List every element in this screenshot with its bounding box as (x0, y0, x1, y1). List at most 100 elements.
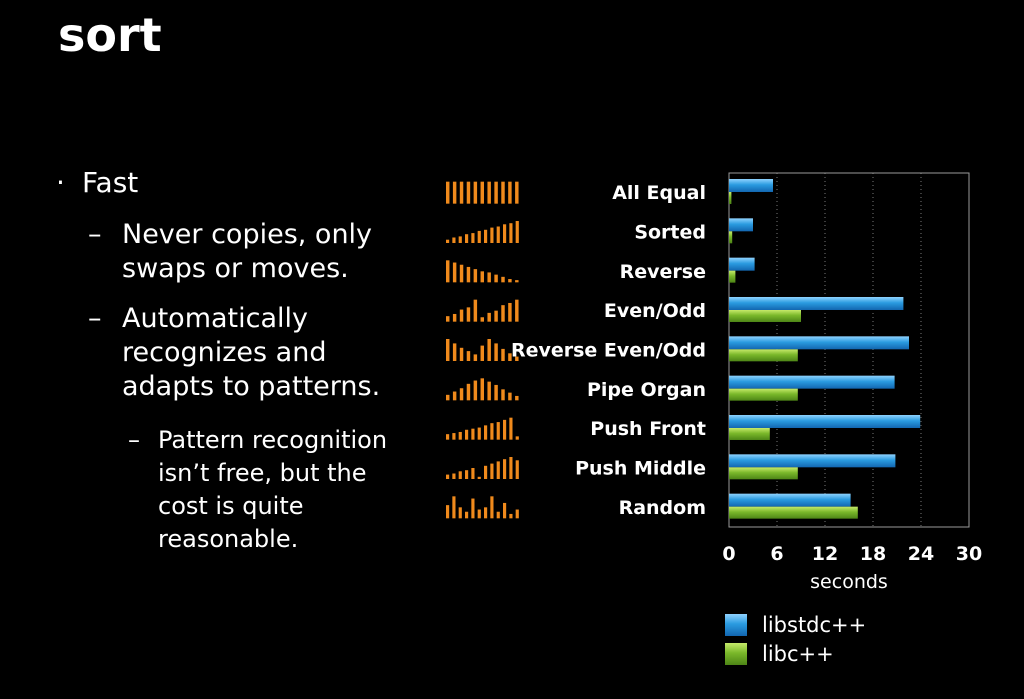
x-tick-label: 18 (860, 543, 886, 565)
pattern-icon-bar (487, 272, 491, 283)
pattern-icon-bar (452, 237, 456, 243)
bar-libcxx (729, 349, 798, 362)
category-label: All Equal (612, 182, 706, 204)
category-label: Sorted (634, 222, 706, 244)
pattern-icon-bar (501, 389, 505, 401)
pattern-icon-bar (508, 353, 512, 361)
category-label: Push Middle (575, 458, 706, 480)
pattern-icon-bar (515, 509, 519, 519)
pattern-icon-bar (515, 436, 519, 440)
category-label: Random (619, 497, 706, 519)
pattern-icon-bar (466, 307, 471, 322)
pattern-icon-bar (446, 474, 450, 479)
pattern-icon-bar (509, 457, 513, 479)
pattern-icon-bar (508, 181, 512, 204)
pattern-icon-bar (458, 471, 462, 479)
pattern-icon-bar (459, 347, 464, 361)
pattern-icon-bar (515, 460, 519, 479)
pattern-icon-bar (515, 299, 519, 322)
category-label: Pipe Organ (587, 379, 706, 401)
category-label: Reverse Even/Odd (511, 340, 706, 362)
legend-label-libstdcxx: libstdc++ (762, 613, 866, 637)
dash-marker: – (128, 426, 140, 454)
pattern-icon-bar (508, 279, 512, 283)
bar-libstdcxx (729, 257, 755, 271)
bar-libstdcxx (729, 297, 904, 310)
bullet-marker: · (56, 166, 65, 199)
pattern-icon-bar (501, 181, 505, 204)
pattern-icon-bar (503, 459, 507, 479)
legend-swatch-libcxx (725, 643, 747, 665)
pattern-icon-bar (490, 463, 494, 479)
pattern-icon-bar (509, 417, 513, 440)
sub-bullet-text: Automatically recognizes and adapts to p… (122, 303, 381, 402)
pattern-icon-bar (473, 269, 478, 283)
x-tick-label: 12 (812, 543, 838, 565)
pattern-icon-bar (458, 431, 462, 440)
x-tick-label: 24 (908, 543, 934, 565)
pattern-icon-bar (501, 305, 505, 322)
pattern-icon-bar (466, 383, 471, 401)
pattern-icon-bar (452, 473, 456, 479)
bullet-text: Fast (82, 166, 139, 199)
slide-title: sort (58, 8, 162, 62)
pattern-icon-bar (466, 351, 471, 361)
pattern-icon-bar (471, 428, 475, 440)
bar-libstdcxx (729, 493, 851, 507)
pattern-icon-bar (480, 345, 484, 361)
x-tick-label: 0 (722, 543, 735, 565)
pattern-icon-bar (490, 423, 494, 440)
pattern-icon-bar (458, 507, 462, 519)
pattern-icon-bar (496, 422, 500, 440)
bar-libstdcxx (729, 336, 909, 350)
bar-libstdcxx (729, 454, 896, 468)
pattern-icon-bar (484, 507, 488, 519)
bar-libcxx (729, 270, 736, 283)
pattern-icon-bar (446, 316, 450, 322)
pattern-icon-bar (515, 280, 519, 283)
pattern-icon-bar (496, 226, 500, 243)
pattern-icon-bar (459, 181, 464, 204)
pattern-icon-bar (452, 313, 457, 322)
x-tick-label: 30 (956, 543, 982, 565)
pattern-icon-bar (515, 395, 519, 401)
category-label: Push Front (590, 418, 706, 440)
pattern-icon-bar (473, 354, 478, 361)
pattern-icon-bar (501, 348, 505, 361)
pattern-icon-bar (473, 299, 478, 322)
bar-libcxx (729, 467, 798, 480)
pattern-icon-bar (459, 388, 464, 401)
x-tick-label: 6 (770, 543, 783, 565)
bar-libcxx (729, 388, 798, 401)
pattern-icon-bar (471, 233, 475, 243)
bar-libcxx (729, 192, 732, 204)
x-axis-label: seconds (810, 571, 888, 593)
pattern-icon-bar (487, 181, 491, 204)
pattern-icon-bar (452, 391, 457, 401)
pattern-icon-bar (473, 380, 478, 401)
pattern-icon-bar (484, 229, 488, 243)
pattern-icon-bar (509, 223, 513, 243)
pattern-icon-bar (503, 419, 507, 440)
pattern-icon-bar (515, 356, 519, 361)
bar-libstdcxx (729, 415, 921, 428)
bar-libcxx (729, 428, 770, 440)
legend-swatch-libstdcxx (725, 614, 747, 636)
pattern-icon-bar (446, 239, 450, 243)
bar-libstdcxx (729, 218, 753, 232)
pattern-icon-bar (465, 470, 469, 479)
pattern-icon-bar (509, 513, 513, 519)
pattern-icon-bar (452, 262, 457, 283)
pattern-icon-bar (477, 476, 481, 479)
pattern-icon-bar (452, 181, 457, 204)
pattern-icon-bar (466, 181, 471, 204)
pattern-icon-bar (459, 264, 464, 283)
pattern-icon-bar (487, 339, 491, 361)
pattern-icon-bar (480, 181, 484, 204)
pattern-icon-bar (501, 276, 505, 283)
pattern-icon-bar (503, 502, 507, 519)
pattern-icon-bar (465, 429, 469, 440)
pattern-icon-bar (487, 312, 491, 322)
pattern-icon-bar (508, 392, 512, 401)
